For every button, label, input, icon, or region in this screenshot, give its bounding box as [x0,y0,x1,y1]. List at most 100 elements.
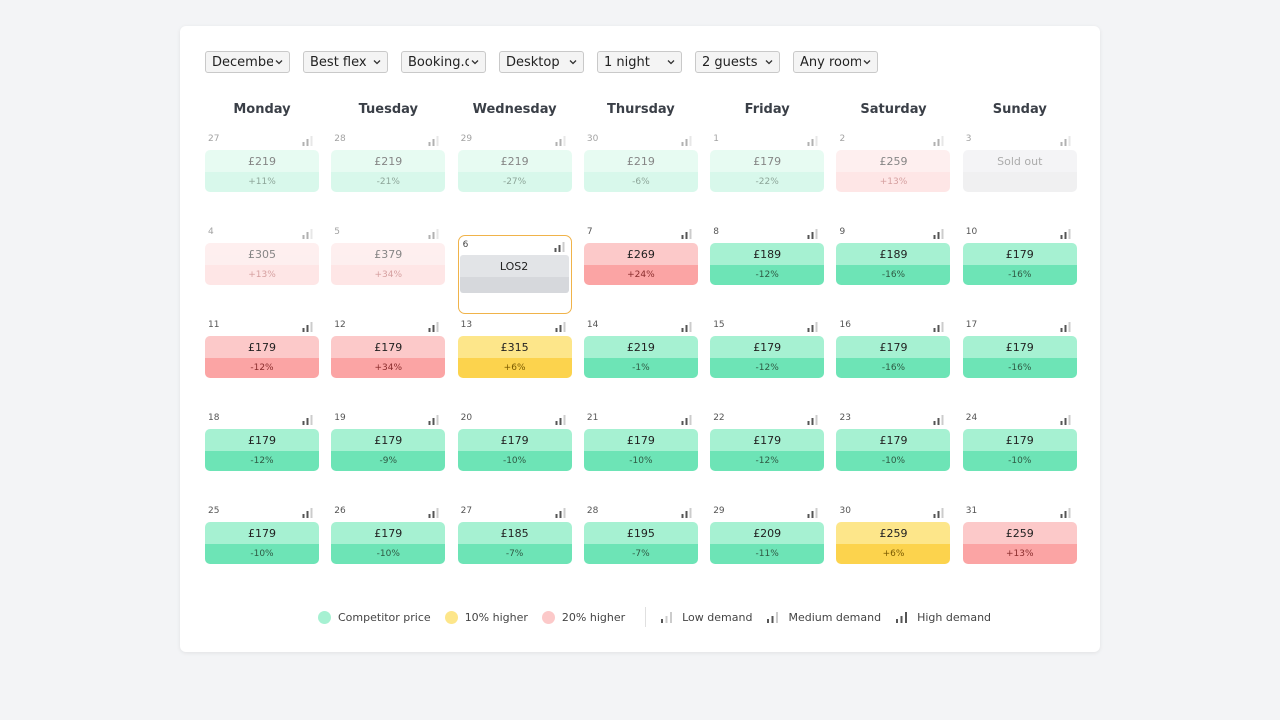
day-number: 20 [460,413,473,423]
device-select[interactable]: Desktop [499,51,584,73]
day-diff: -12% [710,358,825,378]
selected-day-outline[interactable]: 6 LOS2 [457,235,572,314]
day-price-box[interactable]: £179 -12% [205,429,319,471]
day-price: £179 [331,336,446,358]
day-number: 9 [839,227,846,237]
calendar-day[interactable]: 4 £305 +13% [205,227,319,310]
calendar-day[interactable]: 18 £179 -12% [205,413,319,496]
demand-bars-icon [1060,415,1071,425]
calendar-day[interactable]: 17 £179 -16% [962,320,1077,403]
day-price-box[interactable]: £219 -1% [583,336,698,378]
calendar-day[interactable]: 20 £179 -10% [457,413,572,496]
legend-divider [645,607,647,627]
calendar-day[interactable]: 19 £179 -9% [331,413,446,496]
guests-select[interactable]: 2 guests [695,51,780,73]
day-price-box[interactable]: £179 -10% [583,429,698,471]
day-price-box[interactable]: £305 +13% [205,243,319,285]
rate-select-value: Best flex [310,54,367,70]
day-price-box[interactable]: £179 -16% [962,336,1077,378]
day-price-box[interactable]: £179 -9% [331,429,446,471]
calendar-day[interactable]: 9 £189 -16% [836,227,951,310]
day-price-box[interactable]: £259 +13% [962,522,1077,564]
month-select[interactable]: December [205,51,290,73]
day-price-box[interactable]: £179 -10% [962,429,1077,471]
day-price-box[interactable]: £219 -21% [331,150,446,192]
day-price: £259 [836,150,951,172]
legend-label: 10% higher [464,610,528,624]
calendar-day[interactable]: 14 £219 -1% [583,320,698,403]
day-price-box[interactable]: £259 +13% [836,150,951,192]
nights-select[interactable]: 1 night [597,51,682,73]
rate-select[interactable]: Best flex [303,51,388,73]
calendar-day[interactable]: 29 £219 -27% [457,134,572,217]
calendar-day[interactable]: 30 £259 +6% [836,506,951,589]
day-price-box[interactable]: £179 -12% [710,336,825,378]
day-price-box[interactable]: £179 -12% [205,336,319,378]
calendar-day[interactable]: 13 £315 +6% [457,320,572,403]
day-diff: -10% [583,451,698,471]
day-price-box[interactable]: Sold out [962,150,1077,192]
day-price-box[interactable]: £315 +6% [457,336,572,378]
channel-select[interactable]: Booking.co [401,51,486,73]
day-price-box[interactable]: £179 -12% [710,429,825,471]
calendar-day[interactable]: 12 £179 +34% [331,320,446,403]
calendar-day[interactable]: 21 £179 -10% [583,413,698,496]
calendar-day[interactable]: 2 £259 +13% [836,134,951,217]
day-price-box[interactable]: £179 -10% [205,522,319,564]
day-price-box[interactable]: £269 +24% [583,243,698,285]
calendar-day[interactable]: 30 £219 -6% [583,134,698,217]
calendar-day[interactable]: 5 £379 +34% [331,227,446,310]
day-price-box[interactable]: £189 -16% [836,243,951,285]
day-price-box[interactable]: £185 -7% [457,522,572,564]
room-select[interactable]: Any room [793,51,878,73]
day-price-box[interactable]: £179 +34% [331,336,446,378]
demand-bars-icon [1060,508,1071,518]
calendar-day[interactable]: 7 £269 +24% [583,227,698,310]
calendar-day[interactable]: 22 £179 -12% [710,413,825,496]
calendar-day[interactable]: 28 £219 -21% [331,134,446,217]
day-price-box[interactable]: £179 -10% [457,429,572,471]
day-price-box[interactable]: £189 -12% [710,243,825,285]
calendar-day[interactable]: 28 £195 -7% [583,506,698,589]
calendar-day[interactable]: 15 £179 -12% [710,320,825,403]
calendar-day[interactable]: 25 £179 -10% [205,506,319,589]
calendar-day[interactable]: 11 £179 -12% [205,320,319,403]
calendar-day[interactable]: 10 £179 -16% [962,227,1077,310]
calendar-day[interactable]: 1 £179 -22% [710,134,825,217]
day-price-box[interactable]: £259 +6% [836,522,951,564]
day-number: 24 [965,413,978,423]
day-price-box[interactable]: £219 +11% [205,150,319,192]
calendar-day[interactable]: 16 £179 -16% [836,320,951,403]
day-price-box[interactable]: £219 -27% [457,150,572,192]
calendar-day[interactable]: 3 Sold out [962,134,1077,217]
legend: Competitor price 10% higher 20% higher L… [318,607,1005,627]
day-price-box[interactable]: £179 -16% [836,336,951,378]
calendar-day[interactable]: 8 £189 -12% [710,227,825,310]
day-price: £179 [205,336,319,358]
calendar-day[interactable]: 27 £185 -7% [457,506,572,589]
day-price: £219 [205,150,319,172]
day-price: £179 [205,429,319,451]
day-price-box[interactable]: £179 -16% [962,243,1077,285]
day-price-box[interactable]: £179 -10% [331,522,446,564]
calendar-day[interactable]: 27 £219 +11% [205,134,319,217]
medium-demand-icon [767,612,779,623]
calendar-day[interactable]: 31 £259 +13% [962,506,1077,589]
day-number: 13 [460,320,473,330]
calendar-day[interactable]: 24 £179 -10% [962,413,1077,496]
day-price-box[interactable]: £209 -11% [710,522,825,564]
calendar-day[interactable]: 26 £179 -10% [331,506,446,589]
calendar-grid: 27 £219 +11% 28 £219 -21% 29 £219 -27% 30 £219 -6% 1… [205,134,1077,589]
day-price-box[interactable]: £179 -10% [836,429,951,471]
day-diff: -12% [205,451,319,471]
day-price-box[interactable]: £179 -22% [710,150,825,192]
calendar-day[interactable]: 6 LOS2 [457,227,572,314]
day-price-box[interactable]: £219 -6% [583,150,698,192]
day-price-box[interactable]: £195 -7% [583,522,698,564]
demand-bars-icon [1060,229,1071,239]
day-price-box[interactable]: £379 +34% [331,243,446,285]
calendar-day[interactable]: 29 £209 -11% [710,506,825,589]
calendar-day[interactable]: 23 £179 -10% [836,413,951,496]
day-price: LOS2 [459,255,569,277]
day-price-box[interactable]: LOS2 [459,255,569,293]
